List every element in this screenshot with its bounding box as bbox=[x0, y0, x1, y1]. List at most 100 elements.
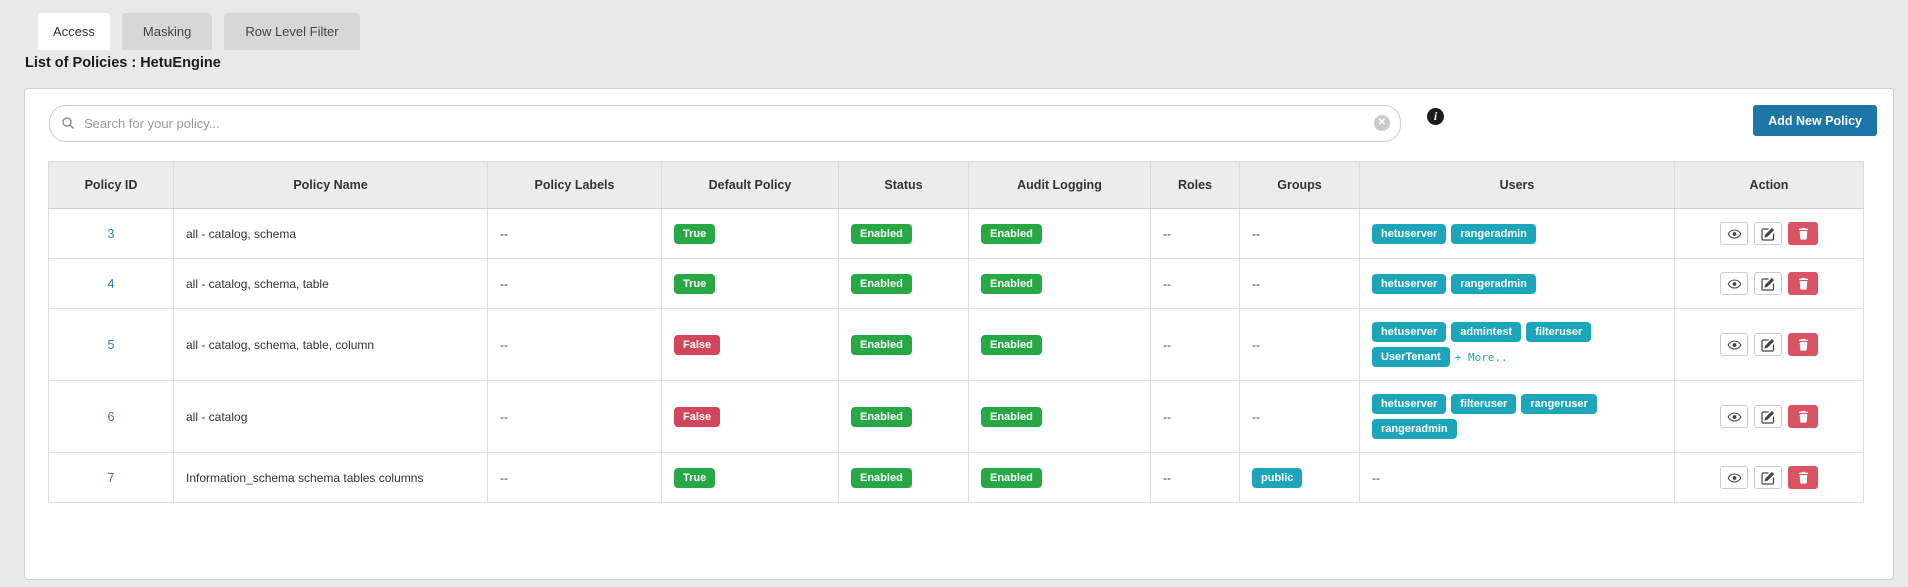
cell-status: Enabled bbox=[838, 208, 969, 259]
column-header-users: Users bbox=[1359, 161, 1675, 209]
cell-groups: -- bbox=[1239, 258, 1360, 309]
column-header-status: Status bbox=[838, 161, 969, 209]
cell-audit-logging: Enabled bbox=[968, 208, 1151, 259]
eye-icon bbox=[1727, 471, 1742, 485]
view-policy-button[interactable] bbox=[1720, 333, 1748, 356]
user-badge: admintest bbox=[1451, 322, 1522, 342]
policy-id-link[interactable]: 7 bbox=[107, 470, 115, 485]
cell-status: Enabled bbox=[838, 380, 969, 453]
cell-action bbox=[1674, 380, 1864, 453]
cell-roles: -- bbox=[1150, 308, 1240, 381]
table-row: 3 all - catalog, schema -- True Enabled Enabl… bbox=[48, 208, 1864, 259]
column-header-roles: Roles bbox=[1150, 161, 1240, 209]
eye-icon bbox=[1727, 227, 1742, 241]
cell-policy-name: Information_schema schema tables columns bbox=[173, 452, 488, 503]
cell-audit-logging: Enabled bbox=[968, 452, 1151, 503]
cell-policy-name: all - catalog, schema, table, column bbox=[173, 308, 488, 381]
user-badge: rangeradmin bbox=[1451, 223, 1536, 244]
cell-policy-id: 3 bbox=[48, 208, 174, 259]
table-header-row: Policy ID Policy Name Policy Labels Default… bbox=[48, 161, 1864, 209]
clear-search-icon[interactable]: ✕ bbox=[1374, 115, 1390, 131]
status-badge: Enabled bbox=[851, 334, 912, 355]
policy-id-link[interactable]: 4 bbox=[107, 276, 115, 291]
cell-policy-labels: -- bbox=[487, 208, 662, 259]
edit-policy-button[interactable] bbox=[1754, 272, 1782, 295]
status-badge: Enabled bbox=[851, 467, 912, 488]
action-button-group bbox=[1687, 466, 1851, 489]
trash-icon bbox=[1797, 338, 1810, 351]
cell-audit-logging: Enabled bbox=[968, 258, 1151, 309]
view-policy-button[interactable] bbox=[1720, 222, 1748, 245]
cell-groups: public bbox=[1239, 452, 1360, 503]
cell-action bbox=[1674, 208, 1864, 259]
cell-status: Enabled bbox=[838, 308, 969, 381]
policy-id-link[interactable]: 5 bbox=[107, 337, 115, 352]
cell-policy-id: 7 bbox=[48, 452, 174, 503]
add-new-policy-button[interactable]: Add New Policy bbox=[1753, 105, 1877, 136]
action-button-group bbox=[1687, 405, 1851, 428]
cell-default-policy: False bbox=[661, 380, 839, 453]
cell-roles: -- bbox=[1150, 208, 1240, 259]
cell-action bbox=[1674, 258, 1864, 309]
cell-audit-logging: Enabled bbox=[968, 308, 1151, 381]
delete-policy-button[interactable] bbox=[1788, 405, 1818, 428]
edit-policy-button[interactable] bbox=[1754, 466, 1782, 489]
user-badge: filteruser bbox=[1526, 322, 1592, 342]
cell-policy-id: 5 bbox=[48, 308, 174, 381]
status-badge: Enabled bbox=[851, 406, 912, 427]
pencil-square-icon bbox=[1761, 277, 1775, 291]
default-policy-badge: False bbox=[674, 334, 721, 355]
audit-logging-badge: Enabled bbox=[981, 406, 1042, 427]
eye-icon bbox=[1727, 338, 1742, 352]
default-policy-badge: True bbox=[674, 223, 716, 244]
view-policy-button[interactable] bbox=[1720, 466, 1748, 489]
column-header-action: Action bbox=[1674, 161, 1864, 209]
view-policy-button[interactable] bbox=[1720, 272, 1748, 295]
edit-policy-button[interactable] bbox=[1754, 333, 1782, 356]
action-button-group bbox=[1687, 222, 1851, 245]
policy-id-link[interactable]: 3 bbox=[107, 226, 115, 241]
column-header-default-policy: Default Policy bbox=[661, 161, 839, 209]
trash-icon bbox=[1797, 277, 1810, 290]
user-badge: rangeradmin bbox=[1372, 419, 1457, 439]
cell-groups: -- bbox=[1239, 380, 1360, 453]
policies-table: Policy ID Policy Name Policy Labels Default… bbox=[48, 161, 1864, 503]
cell-action bbox=[1674, 308, 1864, 381]
edit-policy-button[interactable] bbox=[1754, 405, 1782, 428]
column-header-policy-id: Policy ID bbox=[48, 161, 174, 209]
show-more-users-link[interactable]: + More.. bbox=[1454, 350, 1508, 364]
column-header-policy-name: Policy Name bbox=[173, 161, 488, 209]
user-tag-list: hetuserver filteruser rangeruser rangeradmi… bbox=[1372, 394, 1662, 439]
tab-row-level-filter[interactable]: Row Level Filter bbox=[224, 13, 360, 50]
pencil-square-icon bbox=[1761, 471, 1775, 485]
search-input[interactable] bbox=[49, 105, 1401, 142]
policy-id-link[interactable]: 6 bbox=[107, 409, 115, 424]
cell-policy-id: 4 bbox=[48, 258, 174, 309]
info-icon[interactable]: i bbox=[1427, 108, 1444, 125]
table-row: 7 Information_schema schema tables column… bbox=[48, 452, 1864, 503]
column-header-policy-labels: Policy Labels bbox=[487, 161, 662, 209]
column-header-audit-logging: Audit Logging bbox=[968, 161, 1151, 209]
delete-policy-button[interactable] bbox=[1788, 272, 1818, 295]
eye-icon bbox=[1727, 277, 1742, 291]
edit-policy-button[interactable] bbox=[1754, 222, 1782, 245]
cell-policy-name: all - catalog, schema bbox=[173, 208, 488, 259]
delete-policy-button[interactable] bbox=[1788, 222, 1818, 245]
action-button-group bbox=[1687, 272, 1851, 295]
default-policy-badge: True bbox=[674, 273, 716, 294]
user-tag-list: hetuserver rangeradmin bbox=[1372, 223, 1662, 244]
view-policy-button[interactable] bbox=[1720, 405, 1748, 428]
cell-policy-labels: -- bbox=[487, 380, 662, 453]
cell-policy-labels: -- bbox=[487, 452, 662, 503]
cell-users: hetuserver rangeradmin bbox=[1359, 258, 1675, 309]
cell-users: -- bbox=[1359, 452, 1675, 503]
delete-policy-button[interactable] bbox=[1788, 333, 1818, 356]
cell-users: hetuserver admintest filteruser UserTenant +… bbox=[1359, 308, 1675, 381]
cell-status: Enabled bbox=[838, 452, 969, 503]
tab-masking[interactable]: Masking bbox=[121, 13, 213, 50]
group-badge: public bbox=[1252, 467, 1303, 488]
tab-access[interactable]: Access bbox=[38, 13, 110, 50]
delete-policy-button[interactable] bbox=[1788, 466, 1818, 489]
cell-default-policy: True bbox=[661, 452, 839, 503]
